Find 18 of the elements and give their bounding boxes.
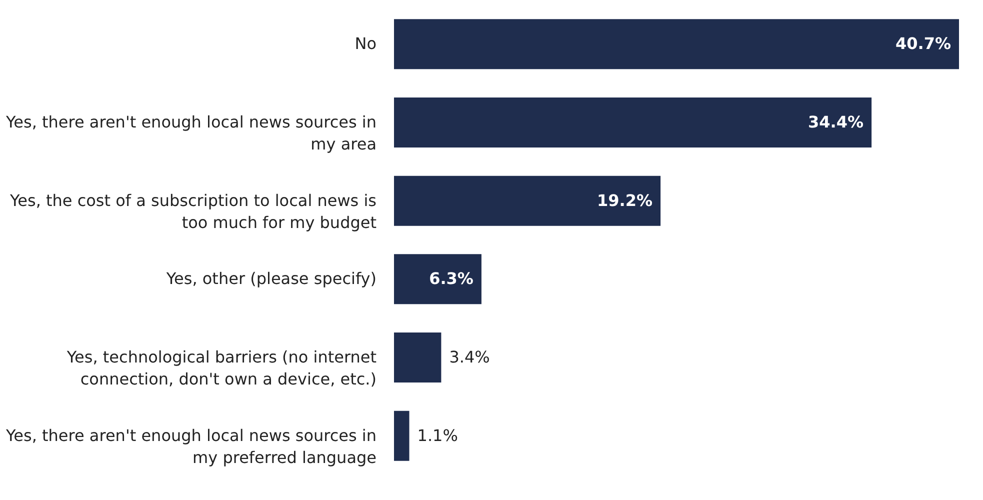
y-tick-label: Yes, there aren't enough local news sources in my area — [5, 112, 376, 154]
bar — [394, 19, 959, 70]
y-tick-label: Yes, the cost of a subscription to local news is too much for my budget — [9, 190, 376, 232]
y-tick-label: Yes, other (please specify) — [165, 269, 376, 288]
data-label: 6.3% — [429, 269, 474, 288]
bar — [394, 410, 410, 461]
y-tick-label: No — [354, 34, 376, 54]
data-label: 40.7% — [895, 34, 951, 54]
y-tick-label: Yes, technological barriers (no internet connection, don't own a device, etc.) — [66, 348, 376, 388]
data-label: 19.2% — [597, 190, 653, 210]
data-label: 1.1% — [417, 426, 458, 445]
bar — [394, 176, 661, 226]
y-tick-label: Yes, there aren't enough local news sources in my preferred language — [5, 426, 376, 467]
bar — [394, 98, 872, 148]
data-label: 34.4% — [808, 112, 864, 132]
bar — [394, 254, 482, 304]
data-label: 3.4% — [449, 348, 490, 366]
bar — [394, 332, 442, 382]
